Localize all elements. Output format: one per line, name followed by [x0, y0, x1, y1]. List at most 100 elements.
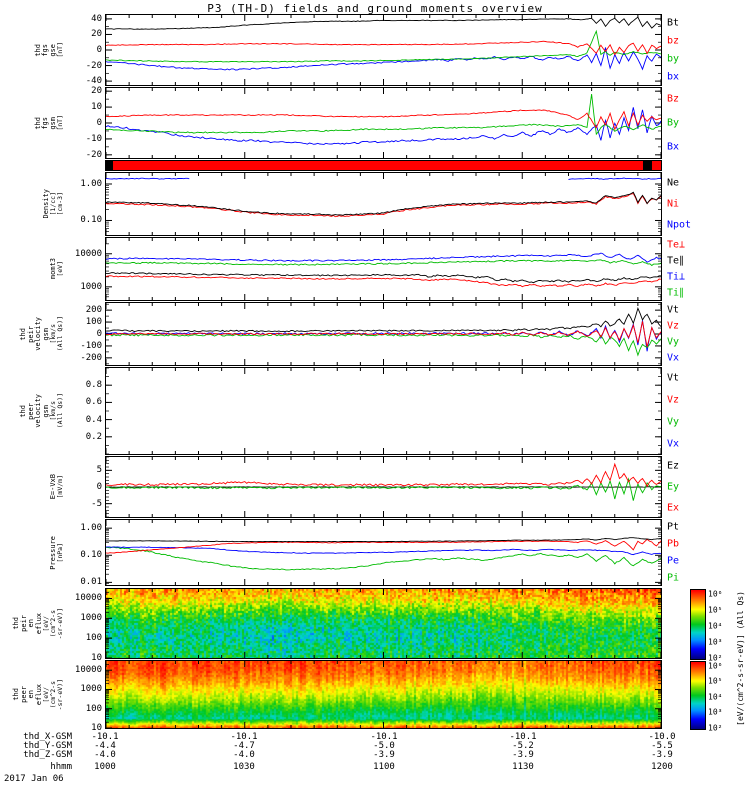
- y-tick-label: 1.00: [80, 178, 102, 189]
- y-tick-label: 1000: [80, 613, 102, 624]
- panel-peir-vel-plot: [106, 303, 661, 365]
- panel-fgs-gsm-ylabel: thd fgs gsm [nT]: [6, 87, 65, 159]
- panel-efield-plot: [106, 457, 661, 517]
- trace-label-Ex: Ex: [667, 502, 680, 514]
- colorbar-tick-label: 10³: [708, 637, 723, 647]
- ylabel-unit-line: [eV]: [56, 261, 64, 277]
- y-tick-label: 10000: [74, 248, 102, 259]
- time-tick-label: 1200: [651, 762, 673, 772]
- trace-label-Npot: Npot: [667, 219, 692, 231]
- trace-label-Pe: Pe: [667, 555, 680, 567]
- y-tick-label: 200: [85, 305, 102, 316]
- xaxis-value: -10.1: [91, 732, 119, 742]
- panel-efield-ylabel: E=-VxB [mV/m]: [6, 456, 65, 518]
- y-tick-label: 20: [91, 29, 102, 40]
- trace-label-Vy: Vy: [667, 416, 680, 428]
- ylabel-unit-line: [nPa]: [56, 542, 64, 563]
- trace-label-Ti: Ti∥: [667, 287, 685, 299]
- y-tick-label: 10: [91, 653, 102, 663]
- panel-peir-spec-plot: [106, 589, 661, 658]
- trace-label-Ey: Ey: [667, 481, 680, 493]
- y-tick-label: 0.8: [85, 380, 102, 391]
- trace-label-bx: bx: [667, 71, 680, 83]
- panel-fgs-gse: [105, 14, 662, 86]
- trace-label-Ni: Ni: [667, 198, 680, 210]
- y-tick-label: 10: [91, 102, 102, 113]
- y-tick-label: 10000: [74, 593, 102, 604]
- xaxis-value: -3.9: [651, 750, 673, 760]
- time-tick-label: 1030: [233, 762, 255, 772]
- trace-label-Bz: Bz: [667, 93, 680, 105]
- y-tick-label: 40: [91, 13, 102, 24]
- panel-flag: [105, 160, 662, 171]
- flag-black-segment: [643, 161, 653, 170]
- trace-label-Vz: Vz: [667, 394, 680, 406]
- panel-peer-vel: [105, 367, 662, 455]
- y-tick-label: 100: [85, 317, 102, 328]
- ylabel-unit-line: [nT]: [56, 42, 64, 58]
- panel-pressure-ylabel: Pressure [nPa]: [6, 519, 65, 586]
- trace-label-Te: Te⊥: [667, 239, 686, 251]
- trace-label-Vt: Vt: [667, 304, 680, 316]
- trace-label-Te: Te∥: [667, 255, 685, 267]
- xaxis-row-x-gsm: thd_X-GSM -10.1 -10.1 -10.1 -10.1 -10.0: [0, 732, 750, 742]
- colorbar-tick-label: 10⁴: [708, 692, 723, 702]
- panel-momt3: [105, 237, 662, 301]
- y-tick-label: -10: [85, 133, 102, 144]
- colorbar-peir-spec: [690, 589, 706, 660]
- colorbar-unit-label: [eV/(cm^2-s-sr-eV)] (All Qs): [735, 591, 745, 726]
- panel-peer-spec: [105, 660, 662, 729]
- panel-pressure-plot: [106, 520, 661, 585]
- panel-peir-vel-ylabel: thd peir velocity gsm [km/s (All Qs)]: [6, 302, 64, 366]
- colorbar-tick-label: 10⁴: [708, 621, 723, 631]
- xaxis-row-label: thd_Z-GSM: [23, 750, 72, 760]
- y-tick-label: 100: [85, 633, 102, 644]
- xaxis-value: -10.1: [230, 732, 258, 742]
- y-tick-label: 5: [96, 465, 102, 476]
- panel-momt3-plot: [106, 238, 661, 300]
- y-tick-label: 0: [96, 329, 102, 339]
- colorbar-tick-label: 10⁵: [708, 676, 723, 686]
- trace-label-by: by: [667, 53, 680, 65]
- xaxis-row-hhmm: hhmm 1000 1030 1100 1130 1200: [0, 762, 750, 772]
- panel-peer-vel-plot: [106, 368, 661, 454]
- y-tick-label: 10000: [74, 665, 102, 676]
- y-tick-label: -20: [85, 60, 102, 71]
- y-tick-label: -40: [85, 76, 102, 87]
- xaxis-row-label: thd_X-GSM: [23, 732, 72, 742]
- page-title: P3 (TH-D) fields and ground moments over…: [207, 2, 543, 15]
- trace-label-Vx: Vx: [667, 352, 680, 364]
- trace-label-By: By: [667, 117, 680, 129]
- xaxis-value: -5.5: [651, 741, 673, 751]
- xaxis-value: -10.1: [509, 732, 537, 742]
- panel-density: [105, 172, 662, 236]
- y-tick-label: 10: [91, 723, 102, 733]
- panel-peir-spec-heatmap: [106, 589, 661, 658]
- trace-label-Vx: Vx: [667, 438, 680, 450]
- y-tick-label: -200: [80, 352, 102, 363]
- xaxis-value: -10.0: [648, 732, 676, 742]
- ylabel-unit-line: (All Qs)]: [56, 393, 64, 429]
- date-label: 2017 Jan 06: [4, 774, 64, 784]
- trace-label-Ti: Ti⊥: [667, 271, 686, 283]
- ylabel-unit-line: [mV/m]: [56, 475, 64, 499]
- panel-peir-spec-ylabel: thd peir en eflux [eV/(cm^2-s -sr-eV)]: [6, 588, 64, 659]
- time-tick-label: 1130: [512, 762, 534, 772]
- ylabel-unit-line: [cm-3]: [56, 192, 64, 216]
- panel-peer-spec-plot: [106, 661, 661, 728]
- y-tick-label: 0: [96, 118, 102, 128]
- panel-fgs-gsm: [105, 87, 662, 159]
- panel-peir-vel: [105, 302, 662, 366]
- ylabel-unit-line: [nT]: [56, 115, 64, 131]
- y-tick-label: -20: [85, 149, 102, 160]
- flag-black-segment: [106, 161, 113, 170]
- xaxis-row-z-gsm: thd_Z-GSM -4.0 -4.0 -3.9 -3.9 -3.9: [0, 750, 750, 760]
- colorbar-tick-label: 10⁶: [708, 589, 723, 599]
- y-tick-label: 1000: [80, 684, 102, 695]
- panel-peer-vel-ylabel: thd peer velocity gsm [km/s (All Qs)]: [6, 367, 64, 455]
- xaxis-value: -3.9: [512, 750, 534, 760]
- panel-density-ylabel: Density [1/cc] [cm-3]: [6, 172, 65, 236]
- xaxis-row-label: thd_Y-GSM: [23, 741, 72, 751]
- y-tick-label: 0.2: [85, 431, 102, 442]
